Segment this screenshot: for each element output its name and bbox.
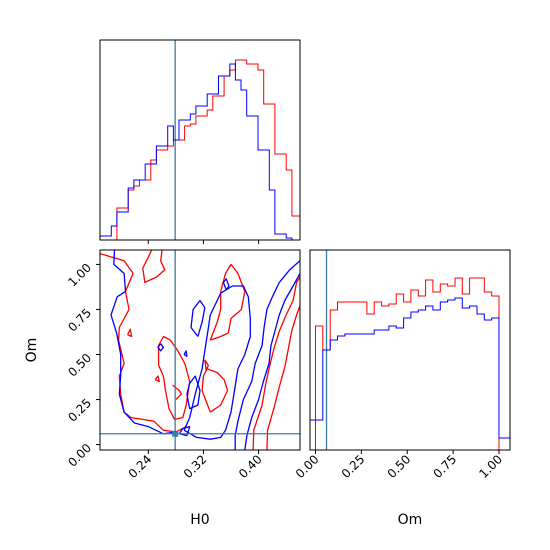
histogram-red (310, 277, 510, 451)
x-axis-label-om: Om (398, 512, 423, 528)
contour-line (142, 250, 166, 284)
contour-line (157, 335, 191, 421)
contour-line (204, 359, 209, 372)
h0-hist-frame (99, 39, 301, 241)
contour-lines (100, 250, 300, 450)
contour-line (171, 384, 183, 400)
contour-line (222, 278, 230, 291)
x-ticks (147, 240, 260, 244)
histogram-series (310, 277, 510, 451)
om-hist-frame (309, 249, 511, 451)
contour-line (252, 276, 300, 450)
contour-line (186, 375, 201, 410)
histogram-series (100, 59, 300, 241)
contour-line (266, 305, 300, 450)
contour-frame (99, 249, 301, 451)
contour-line (234, 260, 300, 450)
contour-line (110, 250, 176, 435)
contour-line (190, 299, 206, 337)
contour-line (201, 368, 229, 413)
contour-line (244, 273, 300, 450)
contour-line (178, 425, 191, 437)
y-axis-label-om: Om (24, 338, 40, 363)
truth-marker (172, 430, 179, 437)
x-axis-label-h0: H0 (190, 512, 209, 528)
contour-line (157, 343, 165, 352)
histogram-blue (100, 63, 300, 241)
histogram-red (100, 59, 300, 241)
contour-line (154, 375, 160, 383)
h0-histogram-panel (99, 39, 301, 244)
contour-line (209, 263, 246, 341)
truth-lines (100, 250, 300, 450)
histogram-blue (310, 297, 510, 439)
contour-line (183, 350, 188, 357)
contour-line (127, 328, 133, 338)
